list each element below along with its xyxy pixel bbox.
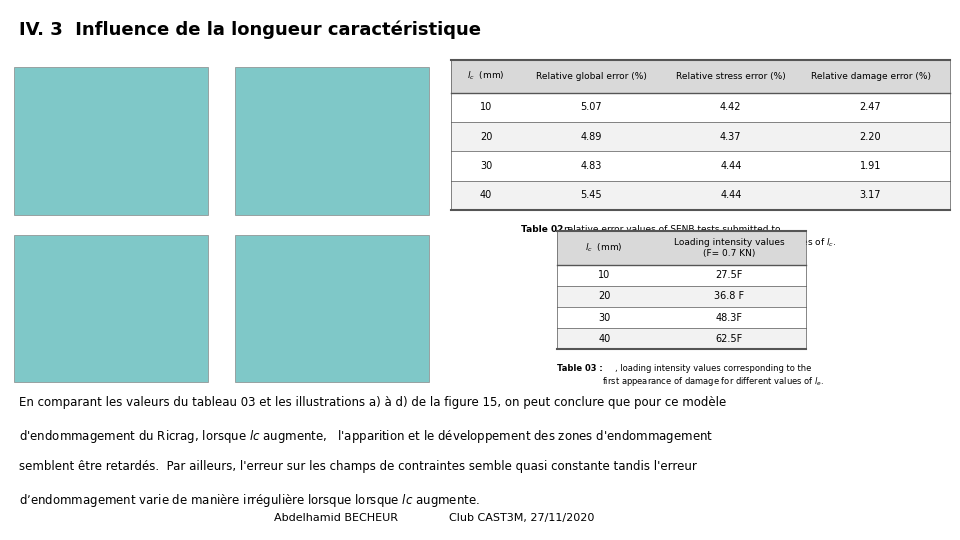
Text: Loading intensity values
(F= 0.7 KN): Loading intensity values (F= 0.7 KN) — [674, 238, 784, 258]
Text: semblent être retardés.  Par ailleurs, l'erreur sur les champs de contraintes se: semblent être retardés. Par ailleurs, l'… — [19, 460, 697, 473]
Text: IV. 3  Influence de la longueur caractéristique: IV. 3 Influence de la longueur caractéri… — [19, 21, 481, 39]
FancyBboxPatch shape — [14, 235, 208, 382]
Text: Table 03 :: Table 03 : — [557, 364, 606, 373]
Text: 40: 40 — [480, 191, 492, 200]
Text: $l_c$  (mm): $l_c$ (mm) — [586, 242, 623, 254]
Text: Relative stress error (%): Relative stress error (%) — [676, 71, 785, 80]
Text: Table 02 :: Table 02 : — [521, 225, 573, 234]
Text: d’endommagement varie de manière irrégulière lorsque lorsque $lc$ augmente.: d’endommagement varie de manière irrégul… — [19, 492, 480, 509]
Text: , loading intensity values corresponding to the
first appearance of damage for d: , loading intensity values corresponding… — [602, 364, 824, 388]
Text: Relative damage error (%): Relative damage error (%) — [810, 71, 930, 80]
Text: 1.91: 1.91 — [860, 161, 881, 171]
Text: 30: 30 — [598, 313, 611, 322]
Text: 62.5F: 62.5F — [715, 334, 743, 343]
Text: 30: 30 — [480, 161, 492, 171]
Text: $l_c$  (mm): $l_c$ (mm) — [468, 70, 505, 82]
FancyBboxPatch shape — [235, 68, 429, 215]
Text: 10: 10 — [480, 102, 492, 112]
Text: 4.83: 4.83 — [580, 161, 602, 171]
Text: 2.20: 2.20 — [860, 132, 881, 141]
Text: Club CAST3M, 27/11/2020: Club CAST3M, 27/11/2020 — [449, 514, 594, 523]
Text: 27.5F: 27.5F — [715, 270, 743, 280]
Text: Relative global error (%): Relative global error (%) — [536, 71, 646, 80]
FancyBboxPatch shape — [235, 235, 429, 382]
Text: 48.3F: 48.3F — [715, 313, 742, 322]
FancyBboxPatch shape — [14, 68, 208, 215]
Text: 36.8 F: 36.8 F — [714, 292, 744, 301]
Text: 4.42: 4.42 — [720, 102, 741, 112]
Text: 20: 20 — [598, 292, 611, 301]
Text: 3.17: 3.17 — [860, 191, 881, 200]
Text: d'endommagement du Ricrag, lorsque $lc$ augmente,   l'apparition et le développe: d'endommagement du Ricrag, lorsque $lc$ … — [19, 428, 713, 445]
Text: 2.47: 2.47 — [860, 102, 881, 112]
Text: 4.44: 4.44 — [720, 191, 741, 200]
Text: 40: 40 — [598, 334, 611, 343]
Text: 5.45: 5.45 — [580, 191, 602, 200]
Text: En comparant les valeurs du tableau 03 et les illustrations a) à d) de la figure: En comparant les valeurs du tableau 03 e… — [19, 396, 726, 409]
Text: 4.37: 4.37 — [720, 132, 741, 141]
Text: 5.07: 5.07 — [580, 102, 602, 112]
Text: 4.44: 4.44 — [720, 161, 741, 171]
Text: 10: 10 — [598, 270, 611, 280]
Text: Abdelhamid BECHEUR: Abdelhamid BECHEUR — [274, 514, 397, 523]
Text: 20: 20 — [480, 132, 492, 141]
Text: relative error values of SENB tests submitted to
the same loading level of 138F : relative error values of SENB tests subm… — [564, 225, 836, 248]
Text: 4.89: 4.89 — [580, 132, 602, 141]
